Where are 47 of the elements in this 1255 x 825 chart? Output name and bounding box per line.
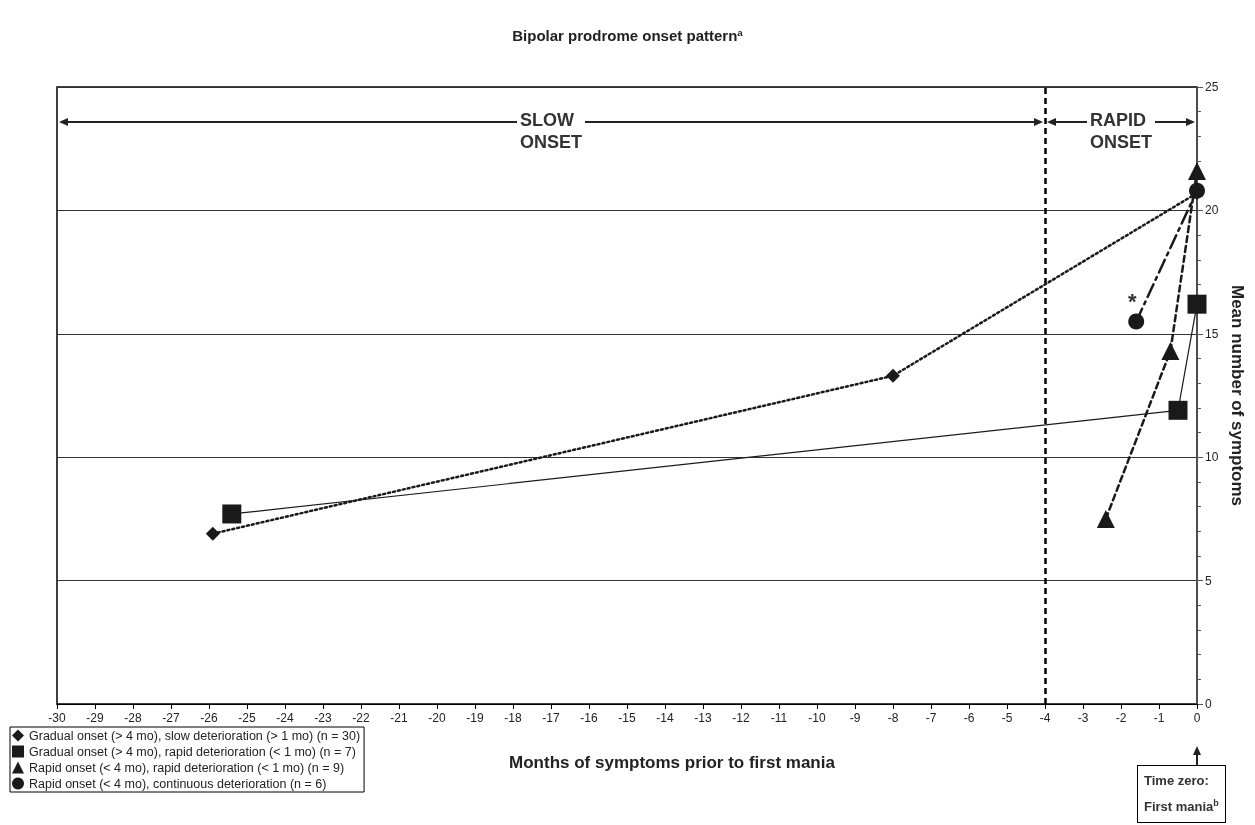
x-tick-label: -12 xyxy=(732,711,750,725)
x-tick-label: -16 xyxy=(580,711,598,725)
legend-label: Rapid onset (< 4 mo), rapid deterioration (< 1 mo) (n = 9) xyxy=(29,760,345,775)
y-tick-label: 20 xyxy=(1205,203,1219,218)
x-tick-label: -10 xyxy=(808,711,826,725)
x-tick-label: -11 xyxy=(770,711,788,725)
x-tick-label: -5 xyxy=(1001,711,1013,725)
y-tick-label: 15 xyxy=(1205,326,1219,341)
y-tick-label: 25 xyxy=(1205,80,1219,94)
x-tick-label: -18 xyxy=(504,711,522,725)
text: Time zero: First mania$^{b}$ xyxy=(1137,765,1226,824)
x-tick-label: 0 xyxy=(1193,711,1201,725)
y-axis-title: Mean number of symptoms xyxy=(1228,284,1248,507)
x-tick-label: -26 xyxy=(200,711,218,725)
x-tick-label: -13 xyxy=(694,711,712,725)
y-tick-label: 0 xyxy=(1205,697,1212,711)
x-tick-label: -23 xyxy=(314,711,332,725)
x-tick-label: -3 xyxy=(1077,711,1089,725)
x-tick-label: -19 xyxy=(466,711,484,725)
x-tick-label: -15 xyxy=(618,711,636,725)
x-tick-label: -14 xyxy=(656,711,674,725)
x-tick-label: -1 xyxy=(1153,711,1165,725)
x-tick-label: -24 xyxy=(276,711,294,725)
legend-label: Gradual onset (> 4 mo), rapid deterioration (< 1 mo) (n = 7) xyxy=(29,744,356,759)
legend-label: Rapid onset (< 4 mo), continuous deterioration (n = 6) xyxy=(29,776,327,791)
legend-label: Gradual onset (> 4 mo), slow deterioration (> 1 mo) (n = 30) xyxy=(29,728,361,743)
annotation: RAPID ONSET xyxy=(1087,109,1156,153)
x-tick-label: -7 xyxy=(925,711,937,725)
x-tick-label: -21 xyxy=(390,711,408,725)
x-tick-label: -27 xyxy=(162,711,180,725)
x-tick-label: -8 xyxy=(887,711,899,725)
annotation: SLOW ONSET xyxy=(517,109,586,153)
y-tick-label: 10 xyxy=(1205,450,1219,465)
x-tick-label: -30 xyxy=(48,711,66,725)
x-tick-label: -20 xyxy=(428,711,446,725)
x-tick-label: -4 xyxy=(1039,711,1051,725)
x-tick-label: -9 xyxy=(849,711,861,725)
y-tick-label: 5 xyxy=(1205,573,1212,588)
annotation: * xyxy=(1127,288,1137,314)
x-tick-label: -2 xyxy=(1115,711,1127,725)
x-axis-title: Months of symptoms prior to first mania xyxy=(509,753,836,772)
x-tick-label: -22 xyxy=(352,711,370,725)
x-tick-label: -28 xyxy=(124,711,142,725)
x-tick-label: -29 xyxy=(86,711,104,725)
x-tick-label: -25 xyxy=(238,711,256,725)
x-tick-label: -6 xyxy=(963,711,975,725)
x-tick-label: -17 xyxy=(542,711,560,725)
